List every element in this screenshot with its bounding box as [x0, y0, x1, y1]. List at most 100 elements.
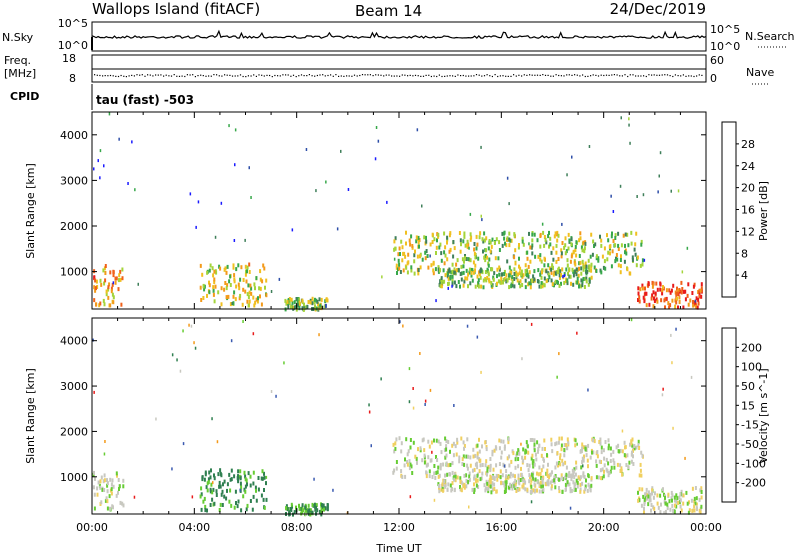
power-cell — [453, 246, 456, 251]
power-cell — [530, 245, 533, 250]
velocity-cell — [219, 468, 222, 473]
nave-point — [460, 75, 462, 77]
power-cell — [521, 283, 524, 287]
velocity-scatter-cell — [530, 500, 533, 504]
nave-point — [468, 75, 470, 77]
power-cell — [418, 238, 421, 242]
velocity-cell — [249, 474, 252, 479]
power-cell — [238, 286, 241, 291]
nave-point — [550, 75, 552, 77]
power-cell — [620, 254, 622, 259]
power-cell — [206, 270, 209, 275]
velocity-cell — [495, 463, 498, 468]
velocity-cell — [581, 442, 584, 447]
nave-point — [178, 75, 181, 77]
velocity-cell — [580, 449, 583, 454]
power-cell — [569, 274, 572, 279]
velocity-cell — [122, 484, 125, 489]
power-scatter-cell — [480, 214, 482, 218]
nave-point — [319, 74, 321, 76]
velocity-cell — [491, 481, 494, 486]
nave-point — [619, 75, 621, 77]
power-colorbar-frame — [721, 121, 737, 298]
velocity-scatter-cell — [133, 495, 136, 499]
velocity-cell — [106, 499, 109, 504]
velocity-cell — [518, 451, 521, 456]
power-cell — [460, 242, 462, 247]
power-cell — [467, 284, 469, 289]
nave-point — [531, 74, 533, 76]
power-cell — [112, 269, 115, 274]
power-scatter-cell — [231, 302, 233, 305]
power-cell — [511, 283, 514, 288]
power-y-tick-label: 3000 — [60, 174, 88, 187]
power-cell — [423, 235, 426, 240]
power-cell — [678, 288, 681, 292]
nave-point — [489, 75, 491, 77]
power-cell — [324, 303, 327, 308]
velocity-cell — [531, 460, 534, 465]
power-cell — [499, 280, 502, 285]
velocity-cell — [200, 486, 203, 491]
velocity-scatter-cell — [433, 498, 436, 502]
power-cell — [286, 300, 289, 305]
power-cell — [505, 273, 508, 278]
velocity-cell — [451, 470, 454, 475]
velocity-scatter-cell — [530, 322, 533, 326]
power-colorbar-tick-label: 8 — [741, 247, 748, 260]
power-cell — [491, 237, 494, 242]
power-scatter-cell — [620, 116, 622, 120]
velocity-cell — [639, 462, 642, 467]
velocity-cell — [602, 474, 605, 479]
nave-point — [632, 74, 634, 76]
velocity-cell — [536, 471, 538, 476]
velocity-cell — [474, 462, 477, 467]
velocity-cell — [560, 447, 563, 452]
velocity-cell — [244, 477, 247, 482]
power-scatter-cell — [197, 200, 200, 204]
velocity-cell — [631, 443, 634, 448]
velocity-cell — [681, 493, 684, 498]
power-cell — [105, 289, 108, 294]
power-cell — [602, 265, 605, 270]
power-cell — [104, 278, 107, 283]
power-cell — [585, 279, 588, 284]
power-cell — [513, 272, 516, 276]
velocity-cell — [463, 444, 466, 448]
power-cell — [541, 268, 544, 273]
velocity-cell — [475, 478, 477, 483]
nave-point — [208, 75, 210, 77]
velocity-cell — [624, 445, 626, 450]
velocity-cell — [117, 490, 119, 495]
power-cell — [102, 298, 105, 303]
velocity-cell — [507, 475, 510, 480]
freq-tick-top: 18 — [62, 52, 76, 65]
velocity-cell — [582, 473, 585, 478]
velocity-cell — [206, 508, 208, 513]
velocity-cell — [249, 499, 252, 503]
power-cell — [584, 261, 587, 266]
power-cell — [301, 298, 304, 303]
velocity-cell — [505, 482, 508, 487]
velocity-scatter-cell — [242, 320, 244, 323]
power-cell — [574, 244, 577, 249]
nave-point — [136, 74, 138, 76]
velocity-cell — [524, 487, 527, 492]
nsearch-label: N.Search — [745, 30, 795, 43]
velocity-cell — [435, 438, 438, 443]
velocity-cell — [479, 458, 482, 463]
nave-point — [592, 74, 594, 76]
nave-point — [428, 74, 430, 76]
power-cell — [625, 251, 628, 256]
velocity-cell — [621, 472, 624, 477]
beam-label: Beam 14 — [355, 2, 422, 20]
velocity-cell — [646, 496, 648, 501]
velocity-cell — [533, 462, 536, 467]
velocity-cell — [531, 473, 534, 478]
power-cell — [104, 271, 107, 275]
velocity-cell — [484, 488, 487, 493]
power-cell — [634, 252, 637, 257]
power-scatter-cell — [112, 281, 115, 285]
velocity-cell — [477, 485, 480, 489]
power-colorbar-tick-label: 24 — [741, 160, 755, 173]
